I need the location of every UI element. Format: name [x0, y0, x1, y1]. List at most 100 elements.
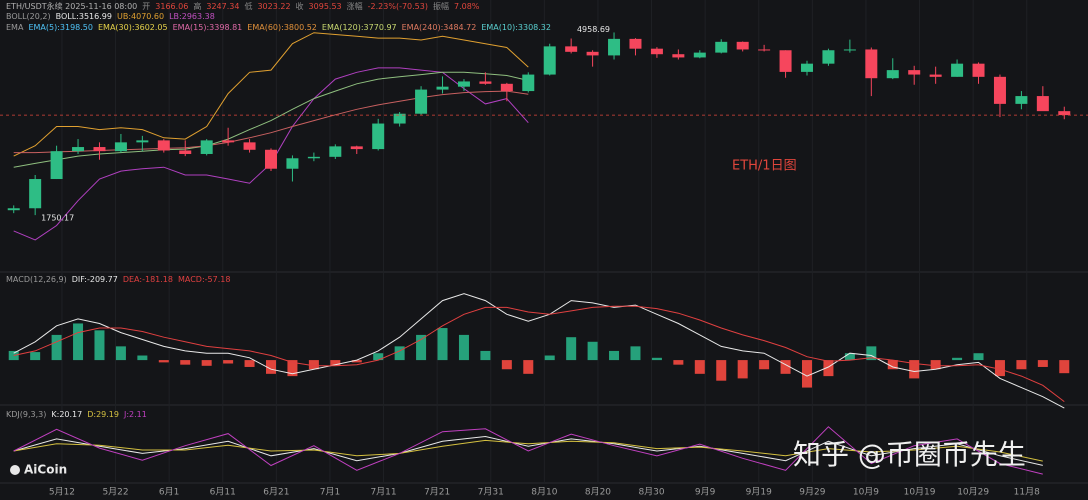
- x-tick-label: 10月19: [904, 487, 936, 498]
- histogram-bar: [394, 346, 405, 361]
- legend-item: EMA(60):3800.52: [247, 23, 317, 32]
- candle-body: [908, 70, 921, 75]
- candle-body: [758, 49, 771, 51]
- histogram-bar: [266, 360, 276, 374]
- candle-body: [329, 146, 342, 157]
- histogram-bar: [51, 334, 62, 361]
- histogram-bar: [909, 360, 920, 379]
- candle-body: [436, 86, 449, 90]
- candle-body: [136, 140, 149, 143]
- candle-body: [50, 151, 63, 180]
- candle-body: [672, 54, 685, 58]
- histogram-bar: [180, 360, 191, 365]
- legend-item: -2.23%(-70.53): [367, 2, 428, 11]
- candle-body: [822, 50, 835, 64]
- candle-body: [457, 81, 470, 87]
- legend-item: UB:4070.60: [116, 12, 165, 21]
- indicator-line: [13, 426, 1043, 475]
- candle-body: [693, 52, 706, 58]
- histogram-bar: [416, 334, 427, 361]
- candle-body: [629, 38, 642, 49]
- x-tick-label: 6月11: [210, 487, 236, 498]
- candle-body: [565, 46, 578, 52]
- legend-item: EMA(5):3198.50: [28, 23, 93, 32]
- histogram-bar: [480, 350, 491, 361]
- candle-body: [650, 48, 663, 55]
- histogram-bar: [802, 360, 812, 388]
- histogram-bar: [437, 328, 448, 361]
- x-tick-label: 9月19: [746, 487, 772, 498]
- legend-item: 收: [295, 2, 304, 11]
- legend-item: EMA(120):3770.97: [321, 23, 397, 32]
- indicator-line: [13, 439, 1043, 462]
- x-tick-label: 6月21: [263, 487, 289, 498]
- histogram-bar: [201, 360, 212, 366]
- candle-body: [951, 63, 964, 77]
- candle-body: [736, 41, 749, 50]
- indicator-line: [13, 305, 1065, 402]
- histogram-bar: [115, 346, 126, 361]
- candle-body: [843, 49, 856, 51]
- histogram-bar: [223, 360, 234, 364]
- candle-body: [243, 142, 256, 150]
- x-tick-label: 7月1: [320, 487, 340, 498]
- histogram-bar: [587, 341, 598, 361]
- histogram-bar: [609, 350, 620, 361]
- histogram-bar: [1016, 360, 1027, 370]
- logo: AiCoin: [10, 463, 67, 477]
- boll-legend: BOLL(20,2) BOLL:3516.99 UB:4070.60 LB:2963.…: [6, 12, 220, 21]
- legend-item: 3023.22: [257, 2, 291, 11]
- histogram-bar: [716, 360, 727, 381]
- macd-legend: MACD(12,26,9) DIF:-209.77 DEA:-181.18 MACD:…: [6, 275, 235, 284]
- candle-body: [265, 149, 277, 169]
- x-tick-label: 10月29: [957, 487, 989, 498]
- candle-body: [29, 179, 42, 209]
- legend-item: J:2.11: [123, 410, 147, 419]
- histogram-bar: [673, 360, 684, 365]
- legend-item: DEA:-181.18: [122, 275, 173, 284]
- candle-body: [500, 83, 513, 92]
- legend-item: 低: [244, 2, 253, 11]
- candle-body: [157, 140, 170, 151]
- histogram-bar: [73, 323, 84, 361]
- candle-body: [779, 50, 792, 72]
- x-tick-label: 10月9: [853, 487, 879, 498]
- candle-body: [307, 156, 320, 159]
- logo-icon: [10, 465, 20, 475]
- histogram-bar: [844, 353, 855, 361]
- candle-body: [608, 38, 621, 56]
- legend-item: EMA(30):3602.05: [97, 23, 168, 32]
- candle-body: [1058, 111, 1071, 116]
- legend-item: BOLL(20,2): [6, 12, 51, 21]
- histogram-bar: [544, 355, 555, 361]
- histogram-bar: [887, 360, 898, 370]
- candle-body: [865, 49, 878, 79]
- indicator-line: [13, 435, 1043, 466]
- candle-body: [886, 70, 899, 79]
- legend-item: 3166.06: [155, 2, 189, 11]
- candle-body: [114, 142, 127, 152]
- x-tick-label: 11月8: [1014, 487, 1040, 498]
- histogram-bar: [287, 360, 298, 377]
- x-tick-label: 8月20: [585, 487, 611, 498]
- histogram-bar: [737, 360, 748, 379]
- candle-body: [522, 74, 535, 92]
- histogram-bar: [759, 360, 770, 370]
- legend-item: 3247.34: [206, 2, 240, 11]
- legend-item: 振幅: [432, 2, 449, 11]
- legend-item: K:20.17: [51, 410, 83, 419]
- histogram-bar: [651, 357, 662, 361]
- indicator-line: [13, 32, 529, 157]
- histogram-bar: [630, 346, 641, 361]
- candle-body: [972, 63, 985, 77]
- candle-body: [350, 146, 363, 150]
- legend-item: 3095.53: [308, 2, 342, 11]
- indicator-line: [13, 293, 1065, 409]
- histogram-bar: [973, 353, 984, 361]
- candle-body: [801, 63, 813, 72]
- histogram-bar: [780, 360, 791, 374]
- candle-body: [715, 41, 728, 53]
- x-tick-label: 8月30: [638, 487, 664, 498]
- histogram-bar: [351, 360, 362, 363]
